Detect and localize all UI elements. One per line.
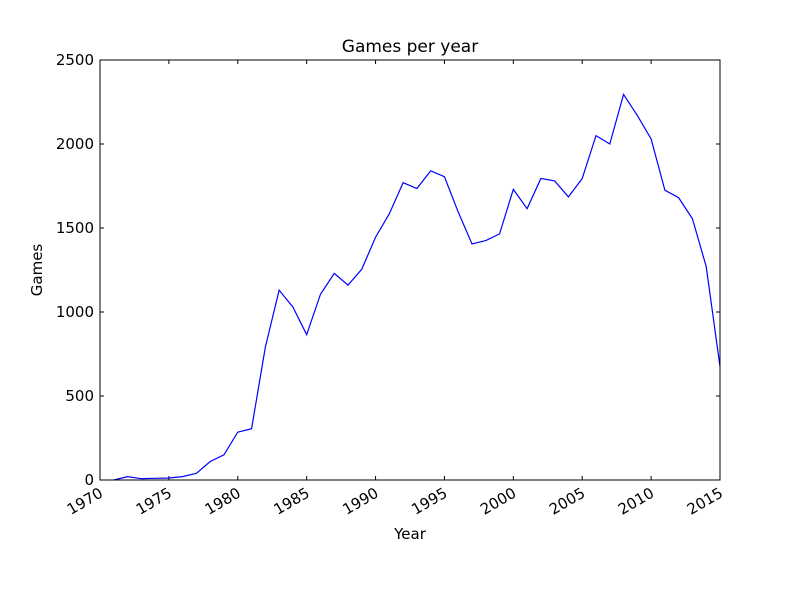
y-tick-label: 1000 [56, 303, 94, 321]
y-axis-ticks: 0 500 1000 1500 2000 2500 [56, 51, 720, 489]
x-tick-label: 2000 [477, 484, 519, 519]
x-tick-label: 1975 [133, 484, 175, 519]
x-tick-label: 2010 [615, 484, 657, 519]
y-tick-label: 500 [65, 387, 94, 405]
x-tick-label: 2015 [684, 484, 726, 519]
x-tick-label: 1980 [202, 484, 244, 519]
y-tick-label: 2000 [56, 135, 94, 153]
plot-frame [99, 59, 721, 481]
series-line [113, 93, 721, 481]
x-tick-label: 1985 [271, 484, 313, 519]
y-tick-label: 0 [84, 471, 94, 489]
y-tick-label: 1500 [56, 219, 94, 237]
x-tick-label: 2005 [546, 484, 588, 519]
y-axis-label: Games [28, 244, 46, 297]
x-tick-label: 1995 [408, 484, 450, 519]
x-tick-label: 1970 [64, 484, 106, 519]
x-tick-label: 1990 [339, 484, 381, 519]
x-axis-label: Year [393, 525, 427, 543]
y-tick-label: 2500 [56, 51, 94, 69]
series-group [113, 93, 721, 481]
x-axis-ticks: 1970 1975 1980 1985 1990 1995 2000 2005 2010 2015 [64, 60, 726, 519]
chart-title: Games per year [342, 37, 478, 57]
